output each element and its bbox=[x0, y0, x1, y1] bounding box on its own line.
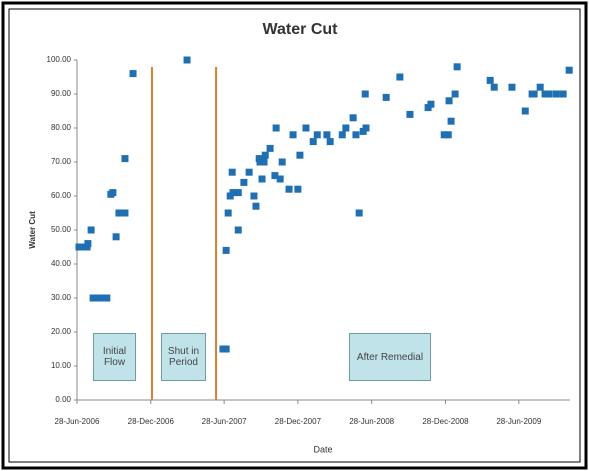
point bbox=[222, 345, 230, 353]
x-tick-label: 28-Dec-2007 bbox=[275, 417, 322, 426]
point bbox=[451, 90, 459, 98]
point bbox=[266, 144, 274, 152]
point bbox=[183, 56, 191, 64]
point bbox=[382, 93, 390, 101]
point bbox=[521, 107, 529, 115]
point bbox=[250, 192, 258, 200]
point bbox=[342, 124, 350, 132]
point bbox=[276, 175, 284, 183]
y-tick-label: 40.00 bbox=[51, 259, 72, 268]
y-tick-label: 70.00 bbox=[51, 157, 72, 166]
point bbox=[453, 63, 461, 71]
point bbox=[508, 83, 516, 91]
point bbox=[258, 175, 266, 183]
point bbox=[355, 209, 363, 217]
point bbox=[349, 114, 357, 122]
point bbox=[278, 158, 286, 166]
x-axis-title: Date bbox=[313, 444, 332, 454]
x-tick-label: 28-Jun-2008 bbox=[349, 417, 394, 426]
point bbox=[129, 70, 137, 78]
y-tick-label: 60.00 bbox=[51, 191, 72, 200]
point bbox=[75, 243, 83, 251]
point bbox=[530, 90, 538, 98]
x-tick-label: 28-Dec-2006 bbox=[128, 417, 175, 426]
point bbox=[272, 124, 280, 132]
point bbox=[294, 185, 302, 193]
point bbox=[109, 189, 117, 197]
point bbox=[234, 189, 242, 197]
point bbox=[79, 243, 87, 251]
point bbox=[445, 97, 453, 105]
point bbox=[224, 209, 232, 217]
point bbox=[296, 151, 304, 159]
point bbox=[228, 168, 236, 176]
point bbox=[490, 83, 498, 91]
annotation: Shut in Period bbox=[161, 333, 206, 381]
point bbox=[313, 131, 321, 139]
point bbox=[486, 76, 494, 84]
y-tick-label: 0.00 bbox=[55, 395, 71, 404]
point bbox=[252, 202, 260, 210]
point bbox=[302, 124, 310, 132]
point bbox=[112, 233, 120, 241]
point bbox=[103, 294, 111, 302]
annotation: Initial Flow bbox=[93, 333, 136, 381]
y-tick-label: 10.00 bbox=[51, 361, 72, 370]
point bbox=[444, 131, 452, 139]
y-tick-label: 30.00 bbox=[51, 293, 72, 302]
x-tick-label: 28-Jun-2006 bbox=[55, 417, 100, 426]
point bbox=[89, 294, 97, 302]
x-tick-label: 28-Jun-2009 bbox=[496, 417, 541, 426]
point bbox=[245, 168, 253, 176]
point bbox=[427, 100, 435, 108]
point bbox=[121, 155, 129, 163]
point bbox=[545, 90, 553, 98]
point bbox=[260, 158, 268, 166]
point bbox=[440, 131, 448, 139]
point bbox=[565, 66, 573, 74]
y-tick-label: 20.00 bbox=[51, 327, 72, 336]
frame-inner bbox=[8, 8, 581, 463]
point bbox=[289, 131, 297, 139]
point bbox=[256, 158, 264, 166]
point bbox=[271, 172, 279, 180]
point bbox=[285, 185, 293, 193]
point bbox=[559, 90, 567, 98]
point bbox=[396, 73, 404, 81]
point bbox=[234, 226, 242, 234]
annotation: After Remedial bbox=[349, 333, 431, 381]
point bbox=[229, 189, 237, 197]
point bbox=[97, 294, 105, 302]
point bbox=[261, 151, 269, 159]
y-tick-label: 90.00 bbox=[51, 89, 72, 98]
point bbox=[240, 178, 248, 186]
point bbox=[362, 124, 370, 132]
y-axis-title: Water Cut bbox=[28, 211, 37, 249]
y-tick-label: 50.00 bbox=[51, 225, 72, 234]
point bbox=[541, 90, 549, 98]
y-tick-label: 80.00 bbox=[51, 123, 72, 132]
point bbox=[121, 209, 129, 217]
point bbox=[222, 246, 230, 254]
point bbox=[84, 240, 92, 248]
x-tick-label: 28-Jun-2007 bbox=[202, 417, 247, 426]
point bbox=[352, 131, 360, 139]
chart-title: Water Cut bbox=[263, 21, 339, 38]
x-tick-label: 28-Dec-2008 bbox=[422, 417, 469, 426]
y-tick-label: 100.00 bbox=[47, 55, 72, 64]
point bbox=[536, 83, 544, 91]
point bbox=[309, 138, 317, 146]
point bbox=[447, 117, 455, 125]
point bbox=[323, 131, 331, 139]
point bbox=[326, 138, 334, 146]
point bbox=[552, 90, 560, 98]
point bbox=[361, 90, 369, 98]
point bbox=[338, 131, 346, 139]
point bbox=[93, 294, 101, 302]
point bbox=[406, 110, 414, 118]
point bbox=[87, 226, 95, 234]
